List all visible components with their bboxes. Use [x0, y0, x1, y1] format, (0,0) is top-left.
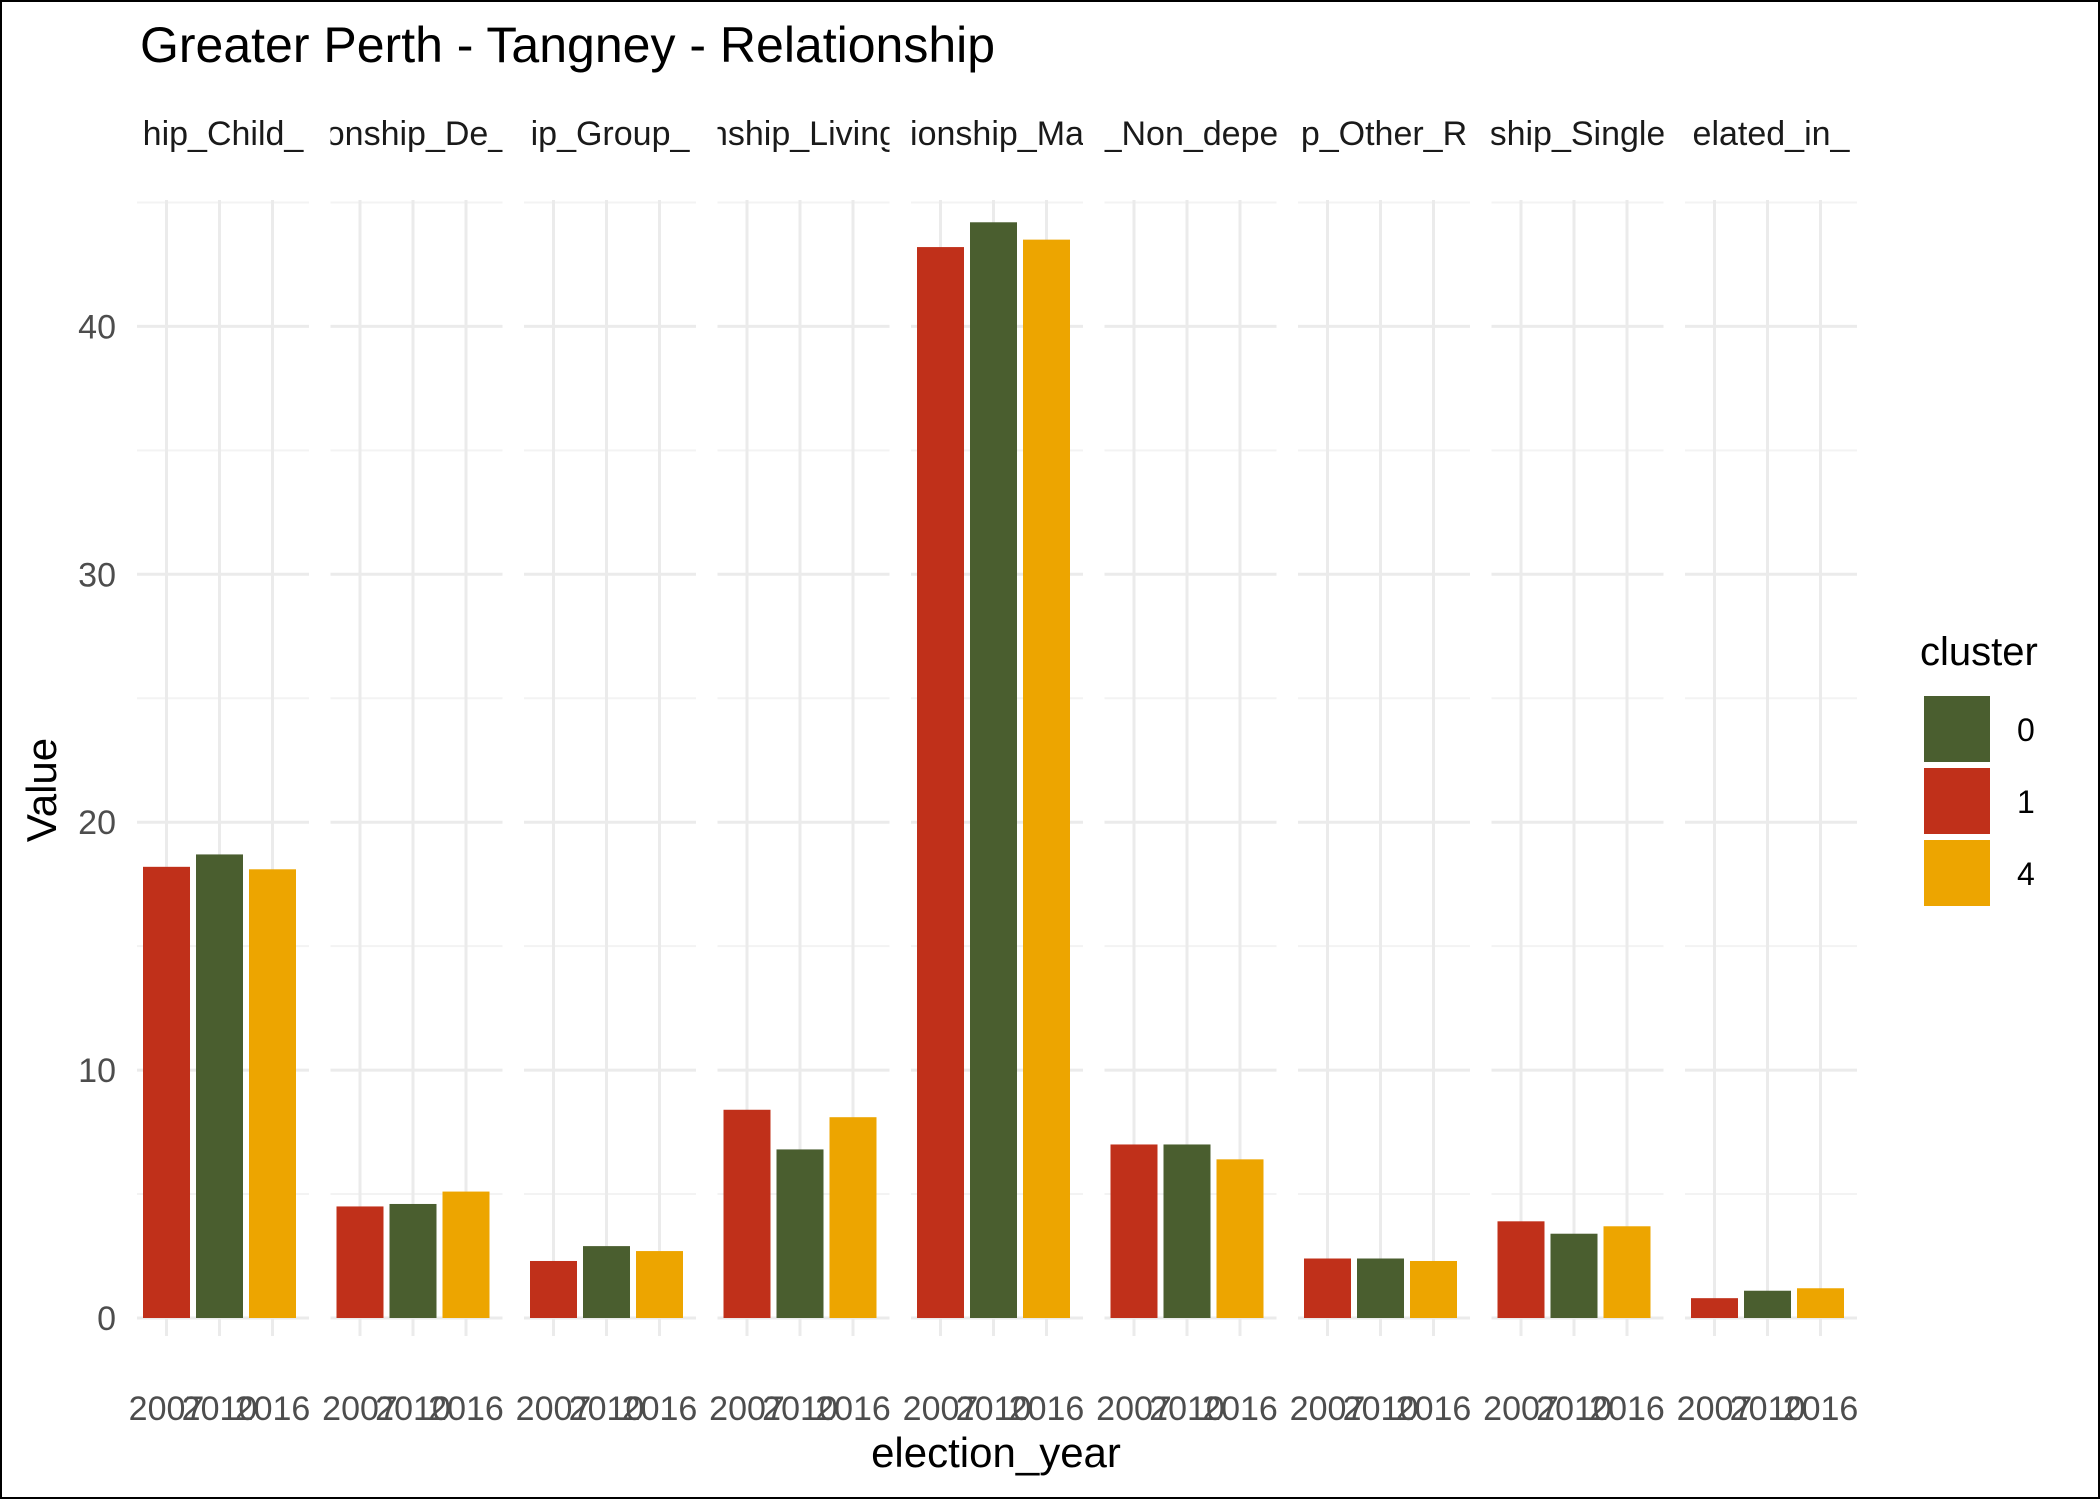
x-axis-title: election_year	[871, 1429, 1121, 1476]
bar-2010-cluster-0	[583, 1246, 630, 1318]
x-tick-label: 2016	[622, 1390, 698, 1428]
bar-2010-cluster-0	[1357, 1258, 1404, 1318]
bar-2016-cluster-4	[1023, 239, 1070, 1318]
x-tick-label: 2010	[1343, 1390, 1419, 1428]
x-tick-label: 2007	[1677, 1390, 1753, 1428]
bar-2007-cluster-1	[143, 866, 190, 1318]
legend-label: 4	[2017, 856, 2035, 892]
x-tick-label: 2010	[182, 1390, 258, 1428]
bar-2010-cluster-0	[196, 854, 243, 1318]
legend-title: cluster	[1920, 630, 2038, 674]
x-tick-label: 2016	[1009, 1390, 1085, 1428]
y-tick-label: 20	[78, 804, 116, 842]
bar-2016-cluster-4	[249, 869, 296, 1318]
x-tick-label: 2007	[129, 1390, 205, 1428]
facet-strips: hip_Child_ onship_De_ ip_Group_ nship_Livin…	[143, 115, 1851, 153]
y-axis-title: Value	[18, 738, 65, 842]
facet-strip-label: ship_Single	[1490, 115, 1666, 153]
bar-2007-cluster-1	[1304, 1258, 1351, 1318]
bar-2016-cluster-4	[1216, 1159, 1264, 1318]
legend-key-cluster-0	[1924, 696, 1990, 762]
x-tick-label: 2016	[428, 1390, 504, 1428]
bar-2016-cluster-4	[1603, 1226, 1651, 1318]
x-tick-label: 2007	[322, 1390, 398, 1428]
facet-strip-label: hip_Child_	[143, 115, 305, 153]
facet-strip-label: nship_Living	[709, 115, 898, 153]
bar-2007-cluster-1	[530, 1260, 577, 1318]
bar-2007-cluster-1	[1691, 1298, 1738, 1318]
x-tick-label: 2007	[1096, 1390, 1172, 1428]
x-tick-label: 2010	[569, 1390, 645, 1428]
bar-2016-cluster-4	[1797, 1288, 1844, 1318]
bar-2010-cluster-0	[776, 1149, 824, 1318]
legend-key-cluster-1	[1924, 768, 1990, 834]
x-tick-label: 2016	[1589, 1390, 1665, 1428]
x-tick-label: 2010	[1149, 1390, 1225, 1428]
bar-2010-cluster-0	[970, 222, 1017, 1319]
chart-title: Greater Perth - Tangney - Relationship	[140, 17, 995, 73]
x-tick-label: 2016	[1396, 1390, 1472, 1428]
x-tick-label: 2010	[762, 1390, 838, 1428]
bar-2010-cluster-0	[1744, 1290, 1791, 1318]
bar-2007-cluster-1	[917, 247, 964, 1318]
bar-2016-cluster-4	[636, 1251, 683, 1318]
legend: cluster 0 1 4	[1920, 630, 2038, 906]
x-tick-label: 2007	[709, 1390, 785, 1428]
bar-2010-cluster-0	[389, 1203, 437, 1318]
y-tick-label: 10	[78, 1052, 116, 1090]
x-tick-label: 2010	[956, 1390, 1032, 1428]
x-tick-label: 2010	[1730, 1390, 1806, 1428]
x-tick-label: 2007	[1483, 1390, 1559, 1428]
bar-2010-cluster-0	[1550, 1233, 1598, 1318]
facet-strip-label: ionship_Ma	[910, 115, 1084, 153]
bars-layer	[143, 222, 1844, 1319]
legend-label: 0	[2017, 712, 2035, 748]
y-tick-label: 30	[78, 556, 116, 594]
y-axis: 0 10 20 30 40	[78, 308, 116, 1338]
y-tick-label: 0	[97, 1300, 116, 1338]
bar-2016-cluster-4	[442, 1191, 490, 1318]
x-tick-label: 2016	[235, 1390, 311, 1428]
legend-label: 1	[2017, 784, 2035, 820]
bar-2007-cluster-1	[1110, 1144, 1158, 1318]
x-tick-label: 2007	[903, 1390, 979, 1428]
bar-2016-cluster-4	[1410, 1260, 1457, 1318]
bar-2010-cluster-0	[1163, 1144, 1211, 1318]
bar-2007-cluster-1	[1497, 1221, 1545, 1318]
facet-strip-label: _Non_depe	[1102, 115, 1279, 153]
bar-2007-cluster-1	[336, 1206, 384, 1318]
x-tick-label: 2007	[1290, 1390, 1366, 1428]
x-tick-label: 2016	[1783, 1390, 1859, 1428]
x-tick-label: 2010	[375, 1390, 451, 1428]
bar-2007-cluster-1	[723, 1109, 771, 1318]
bar-2016-cluster-4	[829, 1117, 877, 1318]
legend-items: 0 1 4	[1924, 696, 2035, 906]
x-tick-label: 2016	[815, 1390, 891, 1428]
grid-layer	[137, 200, 1857, 1336]
legend-key-cluster-4	[1924, 840, 1990, 906]
facet-strip-label: p_Other_R	[1301, 115, 1467, 153]
x-tick-label: 2016	[1202, 1390, 1278, 1428]
y-tick-label: 40	[78, 308, 116, 346]
facet-strip-label: ip_Group_	[531, 115, 691, 153]
x-tick-label: 2007	[516, 1390, 592, 1428]
x-tick-label: 2010	[1536, 1390, 1612, 1428]
facet-strip-label: onship_De_	[326, 115, 509, 153]
facet-strip-label: elated_in_	[1693, 115, 1851, 153]
